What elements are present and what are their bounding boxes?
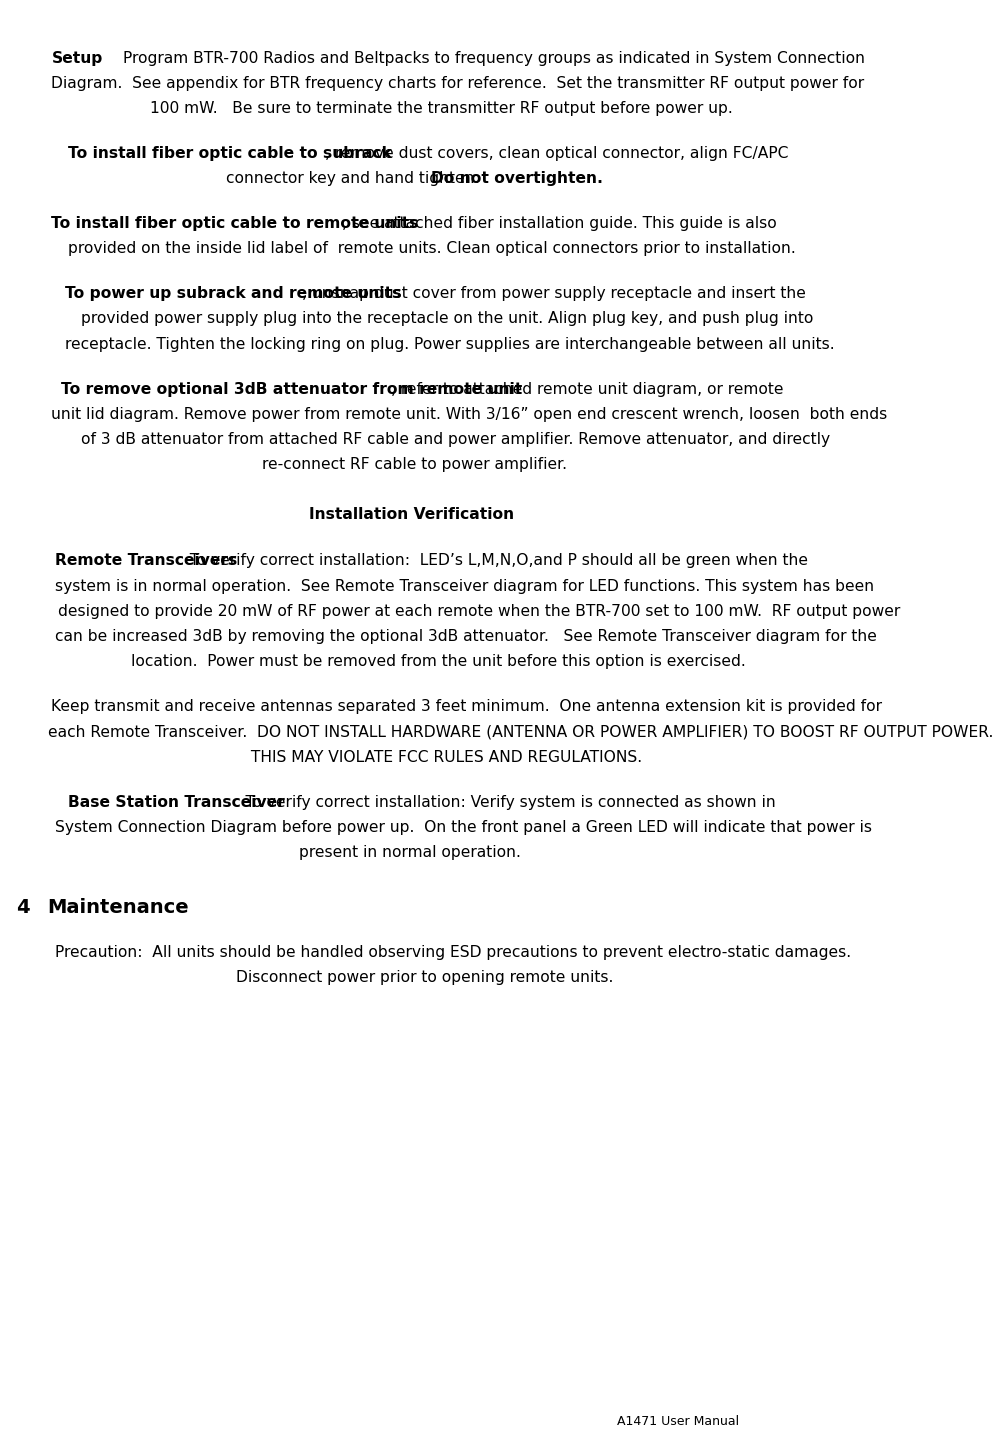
Text: Remote Transceivers: Remote Transceivers bbox=[55, 554, 237, 568]
Text: present in normal operation.: present in normal operation. bbox=[299, 844, 521, 860]
Text: A1471 User Manual: A1471 User Manual bbox=[617, 1416, 739, 1429]
Text: of 3 dB attenuator from attached RF cable and power amplifier. Remove attenuator: of 3 dB attenuator from attached RF cabl… bbox=[81, 432, 830, 447]
Text: Program BTR-700 Radios and Beltpacks to frequency groups as indicated in System : Program BTR-700 Radios and Beltpacks to … bbox=[84, 51, 865, 65]
Text: , refer to attached remote unit diagram, or remote: , refer to attached remote unit diagram,… bbox=[391, 382, 783, 396]
Text: location.  Power must be removed from the unit before this option is exercised.: location. Power must be removed from the… bbox=[131, 654, 745, 669]
Text: To verify correct installation: Verify system is connected as shown in: To verify correct installation: Verify s… bbox=[226, 794, 776, 810]
Text: System Connection Diagram before power up.  On the front panel a Green LED will : System Connection Diagram before power u… bbox=[55, 820, 872, 834]
Text: re-connect RF cable to power amplifier.: re-connect RF cable to power amplifier. bbox=[262, 457, 567, 473]
Text: Disconnect power prior to opening remote units.: Disconnect power prior to opening remote… bbox=[236, 970, 613, 985]
Text: To power up subrack and remote units: To power up subrack and remote units bbox=[65, 286, 401, 301]
Text: , remove dust covers, clean optical connector, align FC/APC: , remove dust covers, clean optical conn… bbox=[325, 146, 789, 161]
Text: 4: 4 bbox=[16, 898, 29, 917]
Text: Maintenance: Maintenance bbox=[47, 898, 189, 917]
Text: , see attached fiber installation guide. This guide is also: , see attached fiber installation guide.… bbox=[342, 215, 776, 231]
Text: connector key and hand tighten.: connector key and hand tighten. bbox=[226, 171, 480, 187]
Text: To install fiber optic cable to remote units: To install fiber optic cable to remote u… bbox=[51, 215, 419, 231]
Text: THIS MAY VIOLATE FCC RULES AND REGULATIONS.: THIS MAY VIOLATE FCC RULES AND REGULATIO… bbox=[246, 749, 642, 765]
Text: system is in normal operation.  See Remote Transceiver diagram for LED functions: system is in normal operation. See Remot… bbox=[55, 578, 874, 594]
Text: To install fiber optic cable to subrack: To install fiber optic cable to subrack bbox=[68, 146, 392, 161]
Text: receptacle. Tighten the locking ring on plug. Power supplies are interchangeable: receptacle. Tighten the locking ring on … bbox=[65, 337, 834, 351]
Text: provided power supply plug into the receptacle on the unit. Align plug key, and : provided power supply plug into the rece… bbox=[81, 311, 813, 327]
Text: Installation Verification: Installation Verification bbox=[309, 508, 514, 522]
Text: provided on the inside lid label of  remote units. Clean optical connectors prio: provided on the inside lid label of remo… bbox=[68, 241, 796, 256]
Text: 100 mW.   Be sure to terminate the transmitter RF output before power up.: 100 mW. Be sure to terminate the transmi… bbox=[150, 101, 733, 116]
Text: , unsnap dust cover from power supply receptacle and insert the: , unsnap dust cover from power supply re… bbox=[302, 286, 806, 301]
Text: can be increased 3dB by removing the optional 3dB attenuator.   See Remote Trans: can be increased 3dB by removing the opt… bbox=[55, 629, 877, 643]
Text: Precaution:  All units should be handled observing ESD precautions to prevent el: Precaution: All units should be handled … bbox=[55, 946, 856, 960]
Text: Do not overtighten.: Do not overtighten. bbox=[431, 171, 603, 187]
Text: Keep transmit and receive antennas separated 3 feet minimum.  One antenna extens: Keep transmit and receive antennas separ… bbox=[51, 700, 882, 714]
Text: To remove optional 3dB attenuator from remote unit: To remove optional 3dB attenuator from r… bbox=[61, 382, 523, 396]
Text: Diagram.  See appendix for BTR frequency charts for reference.  Set the transmit: Diagram. See appendix for BTR frequency … bbox=[51, 75, 865, 91]
Text: each Remote Transceiver.  DO NOT INSTALL HARDWARE (ANTENNA OR POWER AMPLIFIER) T: each Remote Transceiver. DO NOT INSTALL … bbox=[48, 724, 994, 739]
Text: Setup: Setup bbox=[51, 51, 103, 65]
Text: Base Station Transceiver: Base Station Transceiver bbox=[68, 794, 285, 810]
Text: unit lid diagram. Remove power from remote unit. With 3/16” open end crescent wr: unit lid diagram. Remove power from remo… bbox=[51, 406, 888, 422]
Text: To verify correct installation:  LED’s L,M,N,O,and P should all be green when th: To verify correct installation: LED’s L,… bbox=[180, 554, 808, 568]
Text: designed to provide 20 mW of RF power at each remote when the BTR-700 set to 100: designed to provide 20 mW of RF power at… bbox=[58, 604, 900, 619]
